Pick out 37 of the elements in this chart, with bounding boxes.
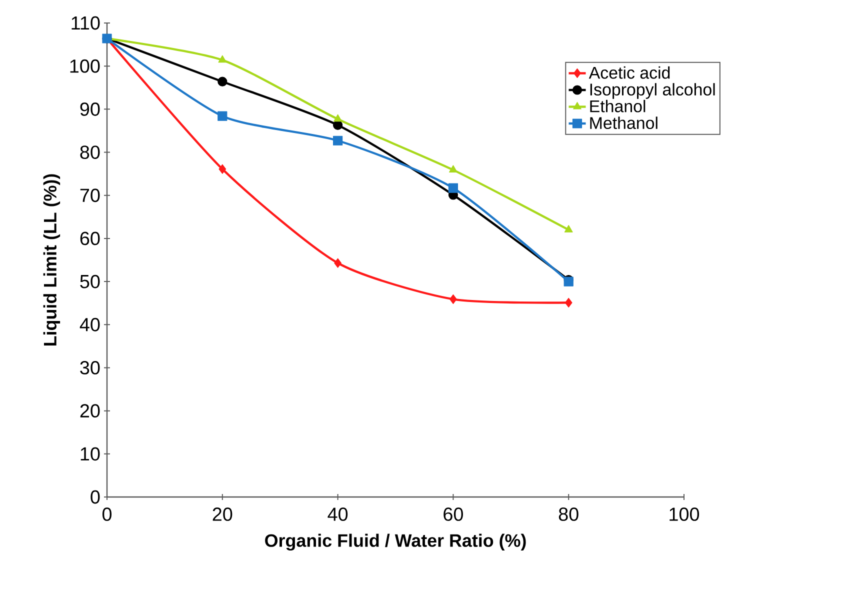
y-tick-label: 20 (80, 404, 100, 418)
y-tick-label: 80 (80, 146, 100, 159)
y-tick-label: 40 (80, 318, 100, 332)
y-tick-label: 10 (80, 447, 100, 461)
point (448, 183, 458, 193)
x-tick-label: 60 (444, 508, 463, 521)
legend-label: Ethanol (590, 100, 646, 112)
x-axis-title: Organic Fluid / Water Ratio (%) (265, 534, 526, 551)
x-tick-label: 80 (558, 508, 578, 521)
point (333, 136, 343, 146)
y-tick-label: 100 (70, 59, 100, 73)
point (450, 294, 457, 304)
y-tick-label: 50 (80, 274, 100, 288)
x-tick-label: 40 (328, 508, 348, 521)
point (218, 76, 228, 86)
point (449, 165, 458, 172)
point (218, 111, 228, 121)
x-tick-label: 100 (670, 508, 700, 521)
legend-label: Methanol (590, 116, 658, 130)
legend-label: Acetic acid (588, 66, 670, 79)
y-tick-label: 90 (80, 102, 100, 116)
y-tick-label: 110 (72, 16, 100, 30)
y-tick-label: 70 (80, 188, 100, 202)
point (334, 258, 342, 268)
point (218, 55, 227, 63)
y-axis-title: Liquid Limit (LL (%)) (43, 174, 60, 346)
y-tick-label: 60 (80, 232, 100, 246)
point (334, 114, 342, 122)
point (564, 225, 573, 232)
y-tick-label: 30 (80, 361, 100, 374)
x-tick-label: 20 (212, 508, 232, 521)
point (218, 164, 226, 174)
legend-label: Isopropyl alcohol (590, 83, 715, 99)
x-tick-label: 0 (102, 508, 112, 521)
y-tick-label: 0 (90, 490, 100, 504)
point (333, 120, 343, 130)
point (564, 298, 572, 308)
